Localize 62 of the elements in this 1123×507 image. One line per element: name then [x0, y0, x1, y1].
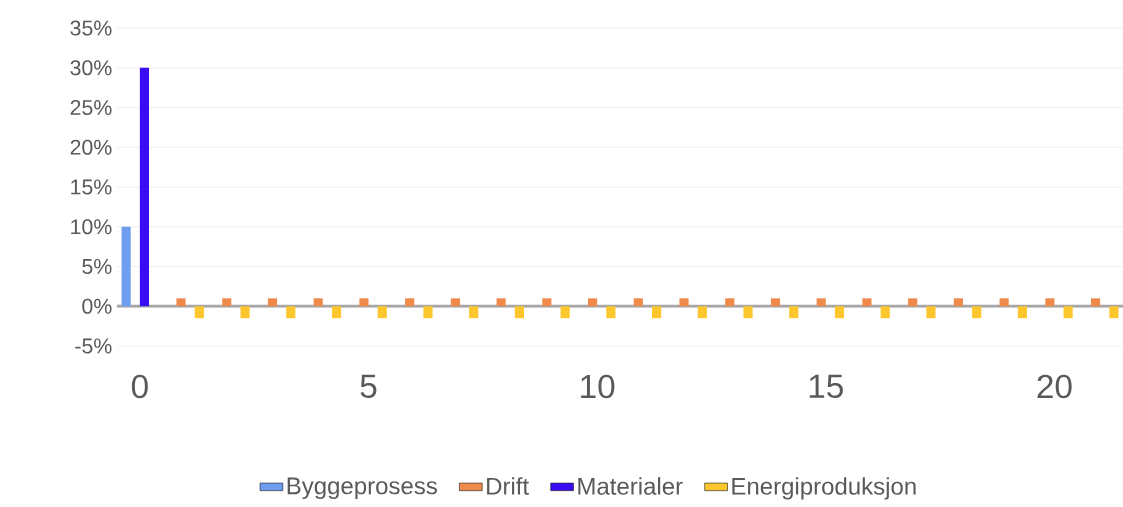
bar [405, 298, 415, 307]
bar [972, 306, 982, 319]
bar [1017, 306, 1027, 319]
bar [816, 298, 826, 307]
bar [743, 306, 753, 319]
bar [1045, 298, 1055, 307]
bar [862, 298, 872, 307]
bar [331, 306, 342, 319]
bar [1091, 298, 1101, 307]
bar [514, 306, 524, 319]
bar [377, 306, 387, 319]
y-tick-label: 5% [82, 258, 112, 275]
bar [121, 226, 131, 307]
y-tick-label: 30% [70, 60, 112, 76]
x-tick-label: 20 [1037, 374, 1072, 399]
bar [789, 306, 799, 319]
y-tick-label: 20% [70, 139, 112, 155]
bar [496, 298, 506, 307]
bar [770, 298, 781, 307]
x-tick-label: 0 [131, 374, 148, 399]
y-tick-label: 15% [71, 179, 112, 195]
bar [542, 298, 552, 307]
bar [267, 298, 278, 307]
bar [834, 306, 845, 319]
bar [652, 306, 662, 319]
bar [1109, 306, 1119, 319]
bar [313, 298, 323, 307]
bar [953, 298, 963, 307]
legend-label: Drift [487, 477, 529, 495]
bar [450, 298, 460, 307]
bar [606, 306, 616, 319]
bar [697, 306, 707, 319]
bar [1063, 306, 1073, 319]
bar [286, 306, 296, 319]
x-tick-label: 15 [809, 374, 843, 398]
bar [359, 298, 369, 307]
bar [194, 306, 204, 319]
x-tick-label: 10 [581, 374, 615, 399]
bar [240, 306, 250, 319]
bar [880, 306, 890, 319]
legend-label: Byggeprosess [287, 477, 437, 500]
bar [560, 306, 570, 319]
bar [679, 298, 689, 307]
bar [139, 67, 150, 307]
y-tick-label: 10% [71, 219, 112, 235]
bar [469, 306, 479, 319]
y-tick-label: 35% [70, 20, 112, 36]
bar [908, 298, 918, 307]
bar [725, 298, 735, 307]
y-tick-label: -5% [75, 338, 112, 354]
bar [926, 306, 936, 319]
y-tick-label: 0% [82, 298, 112, 314]
legend-label: Energiproduksjon [732, 477, 916, 500]
bar [588, 298, 598, 307]
bar [423, 306, 433, 319]
bar [176, 298, 186, 307]
legend-label: Materialer [578, 477, 683, 495]
bar [633, 298, 643, 307]
bar [222, 298, 232, 307]
x-tick-label: 5 [360, 374, 377, 398]
y-tick-label: 25% [70, 99, 112, 116]
bar [999, 298, 1009, 307]
